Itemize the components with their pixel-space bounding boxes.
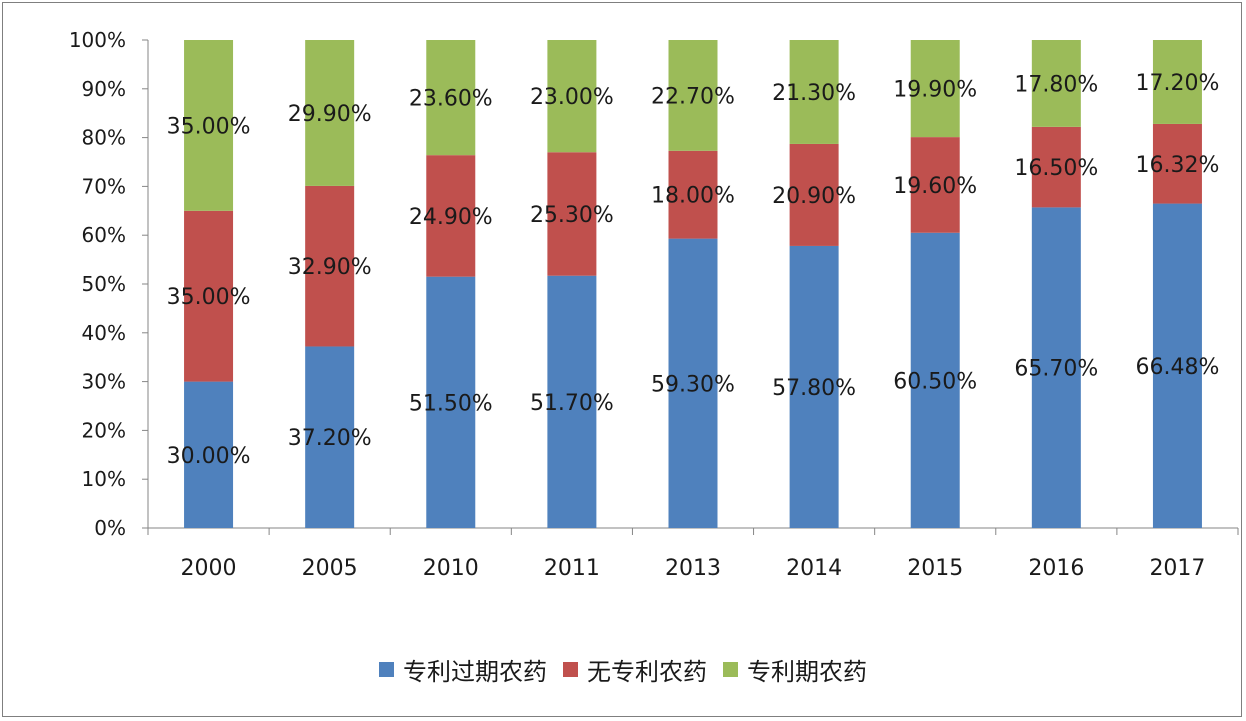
bar-segment (426, 155, 476, 277)
bar-segment (1031, 207, 1081, 528)
bar-segment (1152, 40, 1202, 124)
data-label: 16.50% (1014, 156, 1098, 181)
data-label: 35.00% (167, 114, 251, 139)
bar-segment (1031, 40, 1081, 127)
bar-segment (789, 245, 839, 528)
data-label: 18.00% (651, 184, 735, 209)
data-label: 21.30% (772, 81, 856, 106)
legend-label-in-patent: 专利期农药 (747, 658, 867, 686)
y-tick-label: 30% (82, 370, 126, 394)
x-tick-label: 2015 (907, 556, 963, 581)
bar-segment (668, 238, 718, 528)
bar-segment (1152, 203, 1202, 528)
data-label: 35.00% (167, 285, 251, 310)
legend-item-no-patent: 无专利农药 (563, 652, 707, 687)
bar-segment (426, 276, 476, 528)
y-tick-label: 10% (82, 467, 126, 491)
x-tick-label: 2000 (181, 556, 237, 581)
x-tick-label: 2014 (786, 556, 842, 581)
legend-label-no-patent: 无专利农药 (587, 658, 707, 686)
x-tick-label: 2016 (1028, 556, 1084, 581)
bar-segment (184, 381, 234, 528)
data-label: 32.90% (288, 255, 372, 280)
data-label: 30.00% (167, 444, 251, 469)
data-label: 16.32% (1135, 153, 1219, 178)
legend-label-expired-patent: 专利过期农药 (403, 658, 547, 686)
data-label: 23.00% (530, 85, 614, 110)
bar-segment (184, 40, 234, 211)
y-tick-label: 80% (82, 126, 126, 150)
y-tick-label: 70% (82, 174, 126, 198)
bar-segment (1031, 126, 1081, 208)
bar-segment (305, 185, 355, 347)
data-label: 25.30% (530, 203, 614, 228)
data-label: 23.60% (409, 87, 493, 112)
bar-segment (789, 40, 839, 144)
bar-segment (547, 275, 597, 528)
bar-segment (668, 40, 718, 151)
data-label: 20.90% (772, 184, 856, 209)
y-tick-label: 60% (82, 223, 126, 247)
y-tick-label: 100% (69, 28, 126, 52)
bar-segment (668, 150, 718, 239)
data-label: 60.50% (893, 369, 977, 394)
data-label: 24.90% (409, 205, 493, 230)
x-tick-label: 2010 (423, 556, 479, 581)
x-tick-label: 2013 (665, 556, 721, 581)
bar-segment (910, 137, 960, 233)
data-label: 29.90% (288, 102, 372, 127)
legend-swatch-in-patent (723, 662, 738, 677)
x-tick-label: 2011 (544, 556, 600, 581)
data-label: 19.90% (893, 78, 977, 103)
data-label: 22.70% (651, 84, 735, 109)
bar-segment (910, 232, 960, 528)
x-tick-label: 2005 (302, 556, 358, 581)
legend-swatch-expired-patent (379, 662, 394, 677)
data-label: 57.80% (772, 376, 856, 401)
data-label: 17.20% (1135, 71, 1219, 96)
bar-segment (1152, 123, 1202, 204)
y-tick-label: 20% (82, 418, 126, 442)
data-label: 17.80% (1014, 72, 1098, 97)
data-label: 19.60% (893, 174, 977, 199)
data-label: 66.48% (1135, 355, 1219, 380)
bar-segment (305, 40, 355, 186)
y-tick-label: 90% (82, 77, 126, 101)
x-tick-label: 2017 (1149, 556, 1205, 581)
y-axis: 0% 10% 20% 30% 40% 50% 60% 70% 80% 90% 100% (69, 28, 149, 540)
legend-item-expired-patent: 专利过期农药 (379, 652, 547, 687)
data-label: 65.70% (1014, 357, 1098, 382)
bar-segment (789, 143, 839, 246)
y-tick-label: 50% (82, 272, 126, 296)
bar-segment (184, 210, 234, 382)
data-label: 37.20% (288, 426, 372, 451)
data-labels: 30.00% 35.00% 35.00% 37.20% 32.90% 29.90% 51.5… (167, 71, 1220, 469)
x-axis: 2000 2005 2010 2011 2013 2014 2015 2016 2017 (147, 527, 1239, 581)
data-label: 51.50% (409, 391, 493, 416)
legend-item-in-patent: 专利期农药 (723, 652, 867, 687)
legend: 专利过期农药 无专利农药 专利期农药 (0, 652, 1246, 687)
y-tick-label: 0% (94, 516, 126, 540)
data-label: 51.70% (530, 391, 614, 416)
data-label: 59.30% (651, 372, 735, 397)
bars (184, 40, 1202, 528)
bar-segment (547, 152, 597, 276)
bar-segment (426, 40, 476, 156)
bar-segment (910, 40, 960, 138)
bar-segment (547, 40, 597, 153)
y-tick-label: 40% (82, 321, 126, 345)
bar-segment (305, 346, 355, 528)
legend-swatch-no-patent (563, 662, 578, 677)
